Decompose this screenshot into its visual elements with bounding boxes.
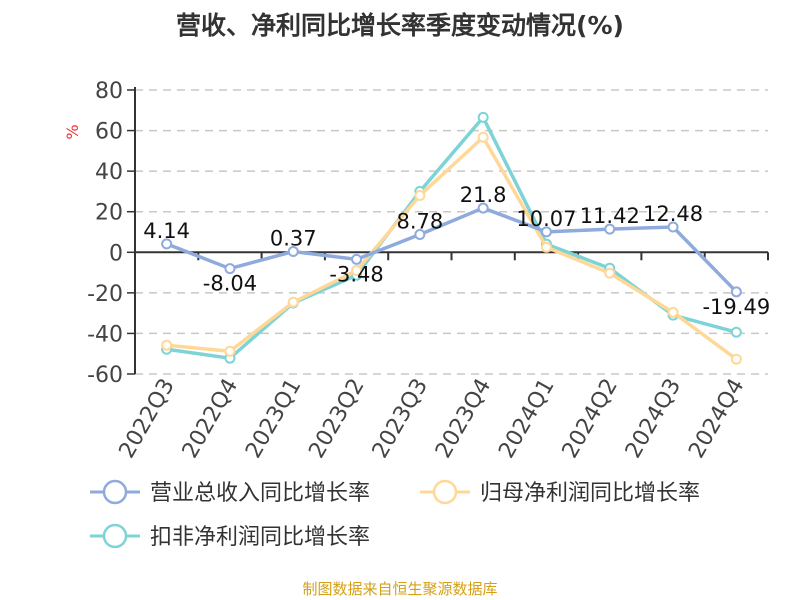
data-label: 21.8 bbox=[460, 183, 507, 207]
x-tick-label: 2024Q4 bbox=[684, 375, 749, 463]
data-point bbox=[477, 202, 489, 214]
x-tick-label: 2024Q2 bbox=[558, 375, 623, 463]
data-point bbox=[224, 345, 236, 357]
data-point bbox=[604, 223, 616, 235]
legend-marker bbox=[432, 479, 458, 505]
series-line bbox=[166, 134, 738, 361]
legend-label: 营业总收入同比增长率 bbox=[150, 481, 370, 506]
data-point bbox=[351, 265, 363, 277]
legend-marker bbox=[102, 523, 128, 549]
data-point bbox=[161, 238, 173, 250]
data-point bbox=[667, 221, 679, 233]
x-tick-label: 2024Q3 bbox=[621, 375, 686, 463]
series-line bbox=[166, 114, 737, 361]
y-tick-label: 0 bbox=[109, 241, 123, 266]
data-point bbox=[414, 189, 426, 201]
x-tick-label: 2022Q3 bbox=[115, 375, 180, 463]
source-note: 制图数据来自恒生聚源数据库 bbox=[302, 580, 498, 598]
data-point bbox=[287, 296, 299, 308]
legend-label: 扣非净利润同比增长率 bbox=[150, 525, 370, 550]
y-tick-label: 20 bbox=[95, 201, 123, 226]
data-point bbox=[667, 306, 679, 318]
data-label: -19.49 bbox=[702, 295, 770, 319]
data-label: 11.42 bbox=[580, 204, 640, 228]
y-axis-label: % bbox=[63, 124, 82, 139]
data-label: 8.78 bbox=[396, 209, 443, 233]
x-tick-label: 2023Q2 bbox=[304, 375, 369, 463]
data-label: -3.48 bbox=[329, 262, 383, 286]
data-point bbox=[730, 353, 742, 365]
series-line bbox=[166, 206, 738, 294]
data-label: 10.07 bbox=[516, 207, 576, 231]
legend-marker bbox=[102, 479, 128, 505]
y-tick-label: -60 bbox=[87, 363, 123, 388]
data-label: -8.04 bbox=[203, 272, 257, 296]
data-point bbox=[477, 111, 489, 123]
x-tick-label: 2023Q1 bbox=[241, 375, 306, 463]
data-point bbox=[540, 241, 552, 253]
legend-label: 归母净利润同比增长率 bbox=[480, 481, 700, 506]
x-tick-label: 2023Q3 bbox=[368, 374, 433, 462]
data-point bbox=[730, 286, 742, 298]
data-label: 4.14 bbox=[143, 219, 190, 243]
y-tick-label: 60 bbox=[95, 120, 123, 145]
data-point bbox=[604, 267, 616, 279]
data-point bbox=[414, 228, 426, 240]
data-point bbox=[351, 253, 363, 265]
x-tick-label: 2023Q4 bbox=[431, 375, 496, 463]
data-point bbox=[287, 246, 299, 258]
x-tick-label: 2022Q4 bbox=[178, 375, 243, 463]
y-tick-label: 80 bbox=[95, 79, 123, 104]
data-label: 0.37 bbox=[270, 227, 317, 251]
data-point bbox=[224, 263, 236, 275]
data-point bbox=[477, 131, 489, 143]
y-tick-label: -40 bbox=[87, 322, 123, 347]
data-label: 12.48 bbox=[643, 202, 703, 226]
chart-title: 营收、净利同比增长率季度变动情况(%) bbox=[176, 11, 624, 40]
y-tick-label: -20 bbox=[87, 282, 123, 307]
x-tick-label: 2024Q1 bbox=[494, 375, 559, 463]
data-point bbox=[540, 226, 552, 238]
data-point bbox=[730, 326, 742, 338]
data-point bbox=[161, 339, 173, 351]
y-tick-label: 40 bbox=[95, 160, 123, 185]
